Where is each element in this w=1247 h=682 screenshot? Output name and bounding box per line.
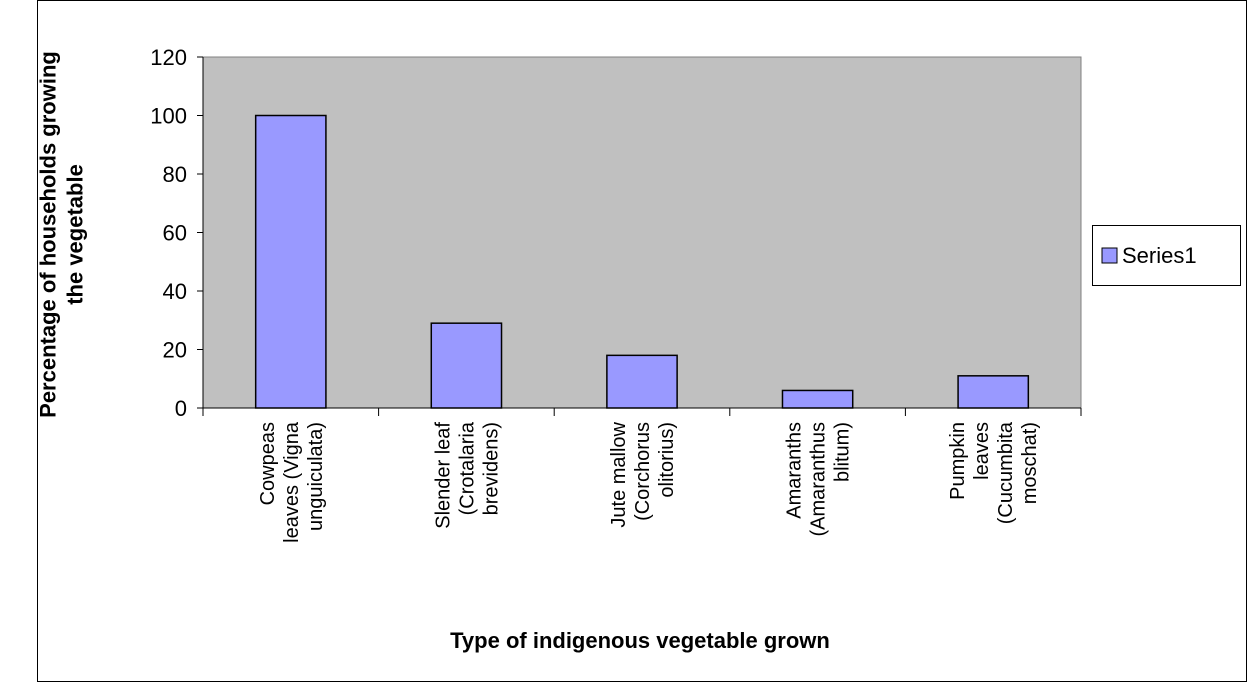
bar	[254, 114, 327, 409]
x-tick-label-line: unguiculata)	[305, 422, 327, 531]
x-tick-label-line: blitum)	[832, 422, 854, 482]
x-tick-label-line: olitorius)	[656, 422, 678, 498]
x-tick-label-line: Cowpeas	[257, 422, 279, 505]
x-axis-title: Type of indigenous vegetable grown	[450, 628, 830, 653]
bar	[606, 354, 678, 409]
x-tick-label-line: leaves (Vigna	[281, 421, 303, 543]
legend-label: Series1	[1122, 243, 1197, 268]
x-tick-label-line: Jute mallow	[608, 421, 630, 527]
y-tick-label: 20	[163, 338, 187, 363]
x-tick-label-line: (Cucumbita	[995, 421, 1017, 524]
plot-area	[202, 56, 1082, 409]
y-axis-title: Percentage of households growingthe vege…	[36, 51, 88, 418]
x-tick-label-line: (Amaranthus	[808, 422, 830, 537]
x-tick-label: Jute mallow (Corchorus olitorius)	[608, 421, 678, 527]
x-tick-label: Cowpeas leaves (Vigna unguiculata)	[257, 421, 327, 543]
y-tick-label: 0	[175, 396, 187, 421]
x-tick-label-line: (Corchorus	[632, 422, 654, 521]
x-tick-label: Slender leaf (Crotalaria brevidens)	[432, 421, 502, 529]
y-axis-title-line: Percentage of households growing	[36, 51, 61, 418]
x-tick-label: Amaranths (Amaranthus blitum)	[784, 422, 854, 537]
x-tick-label-line: brevidens)	[480, 422, 502, 515]
legend-swatch	[1101, 247, 1118, 264]
x-tick-label-line: moschat)	[1019, 422, 1041, 504]
bar	[957, 375, 1030, 409]
y-tick-label: 100	[150, 104, 187, 129]
bar	[430, 322, 503, 409]
x-tick-label-line: (Crotalaria	[456, 421, 478, 515]
x-tick-label: Pumpkin leaves (Cucumbita moschat)	[947, 421, 1041, 524]
x-tick-label-line: Slender leaf	[432, 422, 454, 529]
y-axis-title-line: the vegetable	[63, 164, 88, 305]
x-tick-label-line: leaves	[971, 422, 993, 480]
x-tick-label-line: Pumpkin	[947, 422, 969, 500]
y-tick-label: 120	[150, 45, 187, 70]
bar	[781, 389, 854, 409]
x-tick-label-line: Amaranths	[784, 422, 806, 519]
y-tick-label: 60	[163, 221, 187, 246]
y-tick-label: 80	[163, 162, 187, 187]
y-tick-label: 40	[163, 279, 187, 304]
